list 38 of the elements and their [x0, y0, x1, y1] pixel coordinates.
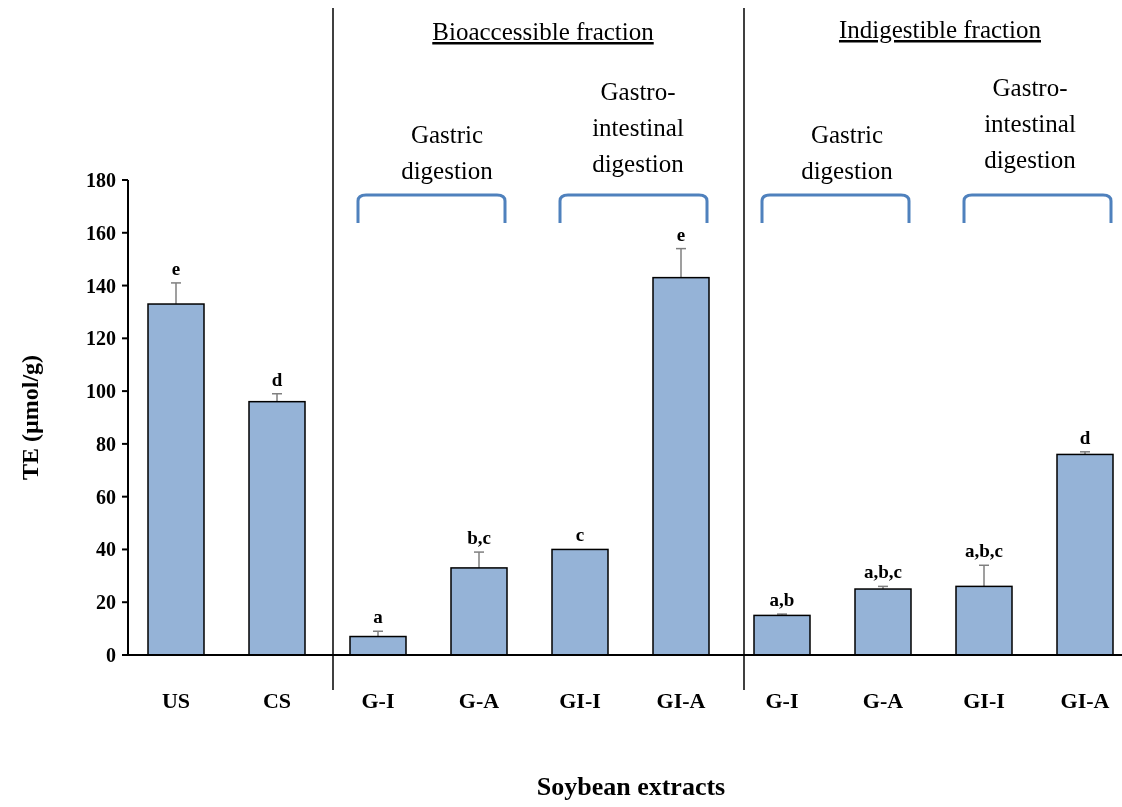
text: Indigestible fraction — [838, 16, 1042, 43]
x-tick-label: G-I — [765, 688, 799, 713]
x-axis-title: Soybean extracts — [536, 772, 726, 801]
annotation: Gastric digestion — [801, 121, 894, 184]
x-tick-label: G-I — [361, 688, 395, 713]
text: Gastro-intestinal digestion — [592, 78, 685, 177]
x-tick-label: G-A — [862, 688, 904, 713]
annotation: Gastric digestion — [401, 121, 494, 184]
x-tick-label: G-A — [458, 688, 500, 713]
y-tick-label: 120 — [86, 327, 116, 350]
y-tick-label: 80 — [96, 432, 116, 455]
y-tick-label: 160 — [86, 221, 116, 244]
annotation: d — [271, 368, 283, 390]
text: Bioaccessible fraction — [432, 18, 655, 45]
y-tick-label: 140 — [86, 274, 116, 297]
x-tick-label: GI-I — [963, 688, 1005, 713]
x-tick-label: US — [161, 688, 191, 713]
annotation: e — [171, 257, 181, 279]
y-tick-label: 20 — [96, 591, 116, 614]
annotation: d — [1079, 426, 1091, 448]
annotation: b,c — [467, 527, 491, 549]
annotation: a,b — [769, 589, 795, 611]
y-axis-title: TE (µmol/g) — [17, 354, 43, 481]
y-tick-label: 60 — [96, 485, 116, 508]
x-tick-label: CS — [262, 688, 292, 713]
y-tick-label: 100 — [86, 380, 116, 403]
text: Gastro-intestinal digestion — [984, 74, 1077, 173]
x-tick-label: GI-A — [656, 688, 706, 713]
y-tick-label: 0 — [106, 644, 116, 666]
annotation: c — [575, 524, 585, 546]
x-tick-label: GI-A — [1060, 688, 1110, 713]
y-tick-label: 40 — [96, 538, 116, 561]
annotation: e — [676, 223, 686, 245]
annotation: a,b,c — [965, 540, 1003, 562]
y-tick-label: 180 — [86, 169, 116, 191]
x-tick-label: GI-I — [559, 688, 601, 713]
annotation: a — [373, 606, 384, 628]
annotation: a,b,c — [864, 561, 902, 583]
